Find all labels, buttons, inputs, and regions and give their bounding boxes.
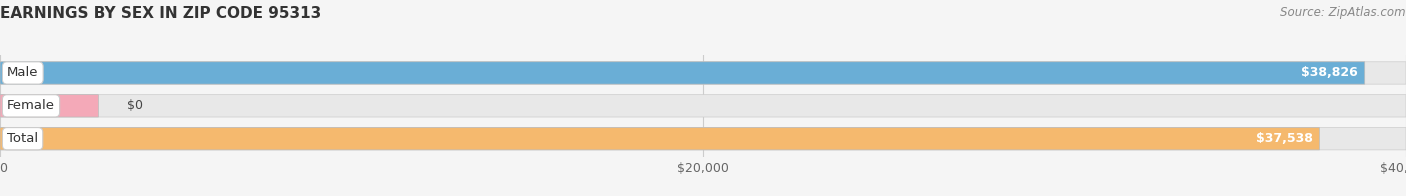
- FancyBboxPatch shape: [0, 62, 1406, 84]
- FancyBboxPatch shape: [0, 95, 1406, 117]
- FancyBboxPatch shape: [0, 128, 1406, 150]
- FancyBboxPatch shape: [0, 62, 1365, 84]
- FancyBboxPatch shape: [0, 128, 1319, 150]
- Text: Male: Male: [7, 66, 38, 79]
- Text: Female: Female: [7, 99, 55, 112]
- Text: Total: Total: [7, 132, 38, 145]
- Text: $37,538: $37,538: [1256, 132, 1312, 145]
- Text: $0: $0: [127, 99, 142, 112]
- Text: Source: ZipAtlas.com: Source: ZipAtlas.com: [1281, 6, 1406, 19]
- Text: $38,826: $38,826: [1301, 66, 1358, 79]
- FancyBboxPatch shape: [0, 95, 98, 117]
- Text: EARNINGS BY SEX IN ZIP CODE 95313: EARNINGS BY SEX IN ZIP CODE 95313: [0, 6, 321, 21]
